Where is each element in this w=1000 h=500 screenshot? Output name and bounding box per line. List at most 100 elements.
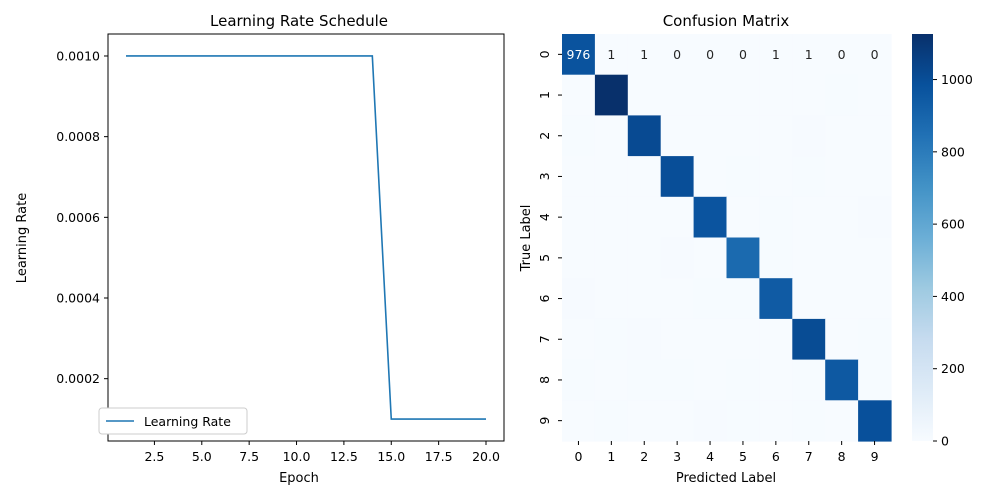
x-tick-label: 8 [838,449,846,464]
heatmap-cell [627,359,662,401]
heatmap-cell [825,74,859,116]
heatmap-cell [825,115,859,157]
colorbar-tick-label: 600 [941,217,965,232]
colorbar [912,34,933,441]
y-tick-label: 0.0008 [56,129,100,144]
heatmap-cell [594,318,629,361]
heatmap-cell [594,359,629,401]
heatmap-cell [693,400,728,442]
heatmap-cell [792,400,826,442]
x-tick-label: 5 [739,449,747,464]
cell-value-label: 976 [567,47,591,62]
y-tick-label: 8 [537,376,552,384]
heatmap-cell [759,115,793,157]
x-tick-label: 20.0 [472,449,500,464]
heatmap-cell [562,318,596,361]
cell-value-label: 0 [739,47,747,62]
heatmap-cell [726,400,760,442]
colorbar-tick-label: 400 [941,289,965,304]
y-tick-label: 5 [537,254,552,262]
heatmap-cell [792,74,826,116]
heatmap-cell [726,115,760,157]
heatmap-cell [792,34,826,76]
heatmap-cell [825,318,859,361]
legend: Learning Rate [98,407,248,435]
heatmap-cell [562,278,596,320]
heatmap-cell [858,196,892,239]
y-tick-label: 0.0004 [56,291,100,306]
x-tick-label: 10.0 [283,449,311,464]
cell-value-label: 0 [706,47,714,62]
y-tick-label: 1 [537,91,552,99]
heatmap-cell [759,34,793,76]
y-axis-label: True Label [519,205,534,273]
heatmap-cell [562,359,596,401]
heatmap-cell [627,74,662,116]
heatmap-cell [726,156,760,198]
heatmap-cell [693,74,728,116]
x-tick-label: 2.5 [144,449,164,464]
heatmap-cell [562,237,596,279]
heatmap-cell [594,156,629,198]
chart-title: Learning Rate Schedule [210,12,388,30]
heatmap-cell [726,318,760,361]
heatmap-cell [627,278,662,320]
y-tick-label: 2 [537,132,552,140]
x-tick-label: 7.5 [239,449,259,464]
heatmap-cell [594,34,629,76]
heatmap-cell [594,74,629,116]
heatmap-cell [660,237,695,279]
x-tick-label: 7 [805,449,813,464]
heatmap-cell [660,74,695,116]
x-tick-label: 15.0 [377,449,405,464]
heatmap-cell [858,156,892,198]
heatmap-cell [627,318,662,361]
cell-value-label: 1 [805,47,813,62]
heatmap-cell [792,278,826,320]
heatmap-cell [726,74,760,116]
heatmap-cell [792,318,826,361]
heatmap-cell [825,237,859,279]
y-tick-label: 0.0002 [56,371,100,386]
colorbar-ticks: 0 200 400 600 800 1000 [933,72,973,449]
heatmap-cell [627,156,662,198]
heatmap-cell [858,278,892,320]
heatmap-cell [858,400,892,442]
heatmap-cell [825,156,859,198]
x-axis-label: Epoch [279,471,319,486]
y-tick-label: 0.0010 [56,48,100,63]
y-tick-label: 4 [537,213,552,221]
heatmap-cell [660,34,695,76]
heatmap-cell [627,34,662,76]
heatmap-cell [792,359,826,401]
heatmap-cell [627,115,662,157]
y-tick-label: 0 [537,50,552,58]
heatmap-cell [660,115,695,157]
heatmap-cell [594,278,629,320]
heatmap-cell [660,278,695,320]
x-tick-label: 4 [706,449,714,464]
heatmap-cell [792,196,826,239]
y-tick-label: 7 [537,335,552,343]
x-tick-label: 3 [673,449,681,464]
heatmap-cell [660,318,695,361]
x-tick-label: 17.5 [425,449,453,464]
heatmap-cell [759,318,793,361]
heatmap-cell [693,318,728,361]
cell-value-label: 0 [673,47,681,62]
cell-value-label: 1 [607,47,615,62]
heatmap-cell [693,196,728,239]
x-tick-label: 5.0 [192,449,212,464]
heatmap-cell [693,156,728,198]
learning-rate-chart: Learning Rate Schedule 2.5 5.0 7.5 10.0 12.5… [15,12,505,486]
heatmap-cell [726,237,760,279]
heatmap-cell [693,359,728,401]
heatmap-annotations: 976 1 1 0 0 0 1 1 0 0 [567,47,879,62]
y-tick-label: 0.0006 [56,210,100,225]
heatmap-cell [726,278,760,320]
x-axis-label: Predicted Label [676,471,776,486]
x-tick-label: 2 [640,449,648,464]
heatmap-cell [562,156,596,198]
heatmap-cell [594,237,629,279]
